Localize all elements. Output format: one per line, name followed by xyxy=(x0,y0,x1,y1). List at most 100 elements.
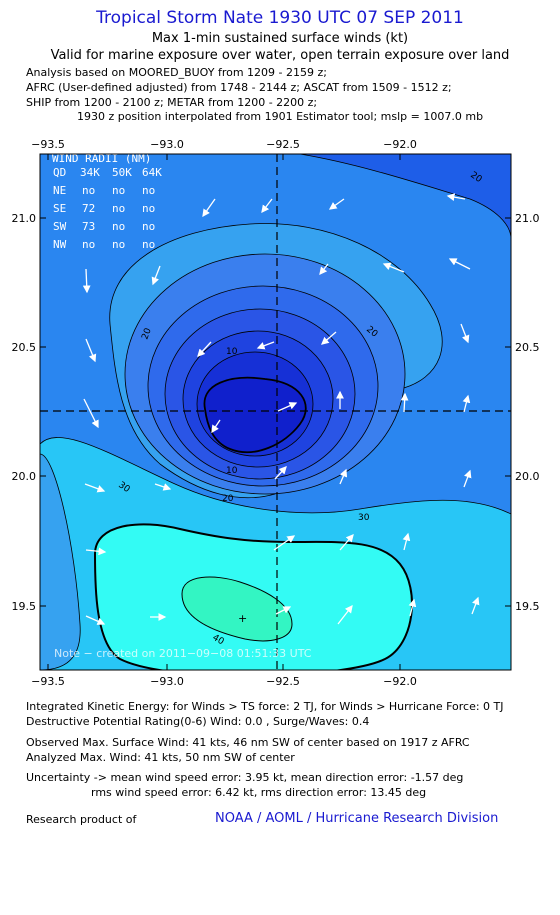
wind-vector xyxy=(151,265,161,286)
wind-vector xyxy=(462,394,471,413)
wind-vector xyxy=(471,596,480,615)
uncertainty-line: Uncertainty -> mean wind speed error: 3.… xyxy=(26,771,464,784)
contour-label-20-south: 20 xyxy=(222,494,234,504)
wind-radii-header: 50K xyxy=(112,166,132,179)
hrd-link[interactable]: NOAA / AOML / Hurricane Research Divisio… xyxy=(215,811,499,826)
wind-vector xyxy=(321,331,337,345)
lon-tick-label: −93.0 xyxy=(150,675,184,688)
wind-vector xyxy=(83,398,99,429)
lat-tick-label: 20.5 xyxy=(515,341,540,354)
wind-vector xyxy=(339,534,354,551)
wind-vector xyxy=(460,323,470,344)
wind-radii-cell: no xyxy=(142,202,155,215)
wind-vector xyxy=(463,469,472,488)
contour-label: 10 xyxy=(226,466,238,476)
lat-tick-label: 20.0 xyxy=(12,470,37,483)
lat-tick-label: 20.0 xyxy=(515,470,540,483)
map-subtitle: Max 1-min sustained surface winds (kt) xyxy=(151,31,409,46)
wind-vector xyxy=(261,198,273,214)
wind-contours: 20 20 20 10 10 30 30 40 20 + WIND RADII … xyxy=(40,152,511,670)
wind-radii-cell: SW xyxy=(53,220,67,233)
wind-radii-cell: SE xyxy=(53,202,66,215)
wind-vector xyxy=(339,468,348,485)
wind-radii-cell: no xyxy=(142,184,155,197)
contour-label: 30 xyxy=(358,513,370,523)
contour-label: 10 xyxy=(226,347,238,357)
map-title: Tropical Storm Nate 1930 UTC 07 SEP 2011 xyxy=(96,8,464,28)
wind-radii-header: 64K xyxy=(142,166,162,179)
wind-vector xyxy=(274,466,287,480)
wind-vector xyxy=(448,258,471,270)
wind-vector xyxy=(382,262,405,273)
rms-error-line: rms wind speed error: 6.42 kt, rms direc… xyxy=(91,786,427,799)
wind-radii-header: QD xyxy=(53,166,66,179)
wind-vector xyxy=(446,193,466,201)
wind-radii-cell: NW xyxy=(53,238,67,251)
wind-vector xyxy=(273,535,296,551)
wind-radii-title: WIND RADII (NM) xyxy=(52,152,151,165)
wind-vector xyxy=(400,392,409,413)
wind-vector xyxy=(408,598,417,617)
lat-tick-label: 21.0 xyxy=(12,212,37,225)
map-subtitle-validity: Valid for marine exposure over water, op… xyxy=(50,48,510,63)
wind-vector xyxy=(154,483,172,491)
contour-center xyxy=(203,376,307,454)
wind-vector xyxy=(85,547,107,556)
lon-tick-label: −92.0 xyxy=(383,675,417,688)
wind-vector xyxy=(84,483,106,493)
wind-radii-cell: no xyxy=(142,238,155,251)
contour-40kt xyxy=(181,576,293,642)
lat-tick-label: 20.5 xyxy=(12,341,37,354)
wind-vector xyxy=(402,532,411,551)
wind-vector xyxy=(85,615,106,625)
wind-vector xyxy=(256,341,275,350)
analysis-line-1: Analysis based on MOORED_BUOY from 1209 … xyxy=(26,66,327,79)
wind-radii-cell: no xyxy=(112,184,125,197)
wind-field-map: −93.5 −93.0 −92.5 −92.0 xyxy=(12,138,540,688)
contour-label: 20 xyxy=(140,327,153,341)
lon-tick-label: −93.5 xyxy=(31,675,65,688)
creation-note: Note − created on 2011−09−08 01:51:33 UT… xyxy=(54,647,312,660)
axis-ticks xyxy=(40,154,511,670)
wind-radii-cell: no xyxy=(112,220,125,233)
lat-tick-label: 19.5 xyxy=(515,600,540,613)
wind-vector xyxy=(319,263,329,276)
lon-tick-label: −92.0 xyxy=(383,138,417,151)
research-label: Research product of xyxy=(26,813,137,826)
lat-tick-label: 21.0 xyxy=(515,212,540,225)
position-note: 1930 z position interpolated from 1901 E… xyxy=(76,110,484,123)
analyzed-max-line: Analyzed Max. Wind: 41 kts, 50 nm SW of … xyxy=(26,751,295,764)
lon-tick-label: −93.0 xyxy=(150,138,184,151)
wind-radii-cell: 73 xyxy=(82,220,95,233)
wind-radii-cell: no xyxy=(142,220,155,233)
lon-tick-label: −93.5 xyxy=(31,138,65,151)
ike-line: Integrated Kinetic Energy: for Winds > T… xyxy=(26,700,504,713)
wind-vector xyxy=(275,606,292,615)
wind-vector xyxy=(277,402,298,412)
wind-radii-cell: no xyxy=(82,238,95,251)
wind-vector xyxy=(82,268,91,294)
analysis-line-3: SHIP from 1200 - 2100 z; METAR from 1200… xyxy=(26,96,318,109)
lat-tick-label: 19.5 xyxy=(12,600,37,613)
lon-tick-label: −92.5 xyxy=(266,675,300,688)
wind-vector xyxy=(328,198,345,210)
wind-radii-cell: no xyxy=(112,202,125,215)
wind-vector xyxy=(197,341,212,357)
analysis-line-2: AFRC (User-defined adjusted) from 1748 -… xyxy=(26,81,452,94)
wind-vector xyxy=(202,198,216,218)
wind-radii-cell: no xyxy=(82,184,95,197)
wind-radii-table: WIND RADII (NM) QD 34K 50K 64K NE no no … xyxy=(52,152,162,251)
wind-radii-cell: no xyxy=(112,238,125,251)
dpr-line: Destructive Potential Rating(0-6) Wind: … xyxy=(26,715,370,728)
ne-corner-contour xyxy=(299,154,511,240)
max-wind-marker: + xyxy=(238,612,247,625)
wind-radii-header: 34K xyxy=(80,166,100,179)
lon-tick-label: −92.5 xyxy=(266,138,300,151)
wind-vectors xyxy=(82,193,480,625)
plot-frame xyxy=(39,153,512,671)
wind-vector xyxy=(211,419,221,434)
wind-radii-cell: 72 xyxy=(82,202,95,215)
wind-vector xyxy=(85,338,97,363)
wind-radii-cell: NE xyxy=(53,184,66,197)
observed-max-line: Observed Max. Surface Wind: 41 kts, 46 n… xyxy=(26,736,470,749)
